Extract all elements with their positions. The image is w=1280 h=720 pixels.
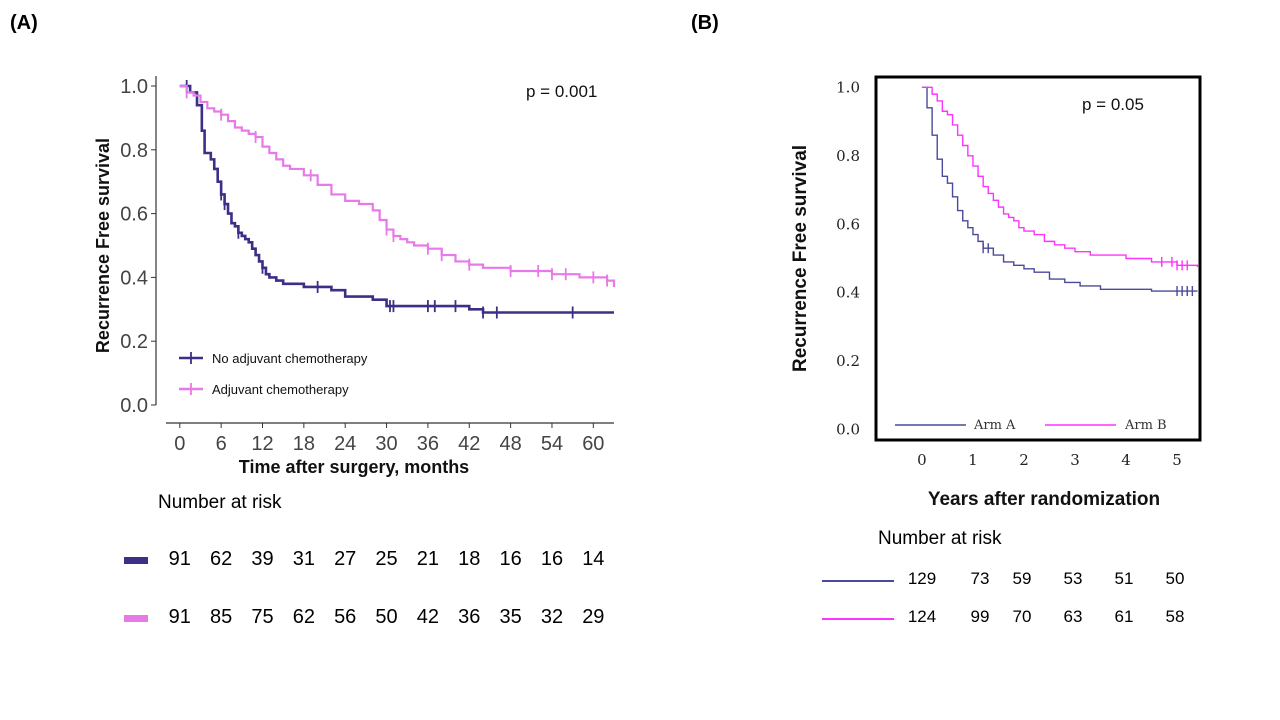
- x-tick-label: 1: [968, 451, 978, 469]
- y-tick-label: 1.0: [836, 78, 860, 96]
- adj-swatch: [124, 614, 148, 622]
- y-tick-label: 0.0: [120, 395, 148, 417]
- x-tick-label: 4: [1121, 451, 1131, 469]
- y-tick-label: 0.2: [836, 352, 860, 370]
- series-line-no-adjuvant: [179, 84, 614, 314]
- risk-value: 63: [1063, 607, 1083, 626]
- legend-label: Arm A: [973, 418, 1016, 433]
- x-axis-title: Years after randomization: [928, 489, 1160, 510]
- panel-b-risk-row-arm-b: 124 99 70 63 61 58: [822, 607, 1184, 630]
- risk-value: 50: [1165, 569, 1185, 588]
- risk-value: 53: [1063, 569, 1083, 588]
- x-tick-label: 2: [1019, 451, 1029, 469]
- legend-label: Adjuvant chemotherapy: [212, 382, 349, 397]
- x-tick-label: 48: [499, 433, 521, 455]
- x-tick-label: 60: [582, 433, 604, 455]
- x-tick-label: 54: [541, 433, 563, 455]
- risk-value: 56: [334, 606, 357, 628]
- risk-value: 21: [416, 548, 440, 570]
- x-tick-label: 36: [417, 433, 439, 455]
- x-tick-label: 24: [334, 433, 356, 455]
- plot-frame: [874, 75, 1202, 442]
- risk-value: 62: [292, 606, 315, 628]
- y-tick-label: 0.8: [120, 140, 148, 162]
- x-tick-label: 0: [917, 451, 927, 469]
- x-tick-label: 5: [1172, 451, 1182, 469]
- risk-value: 124: [907, 607, 937, 626]
- risk-value: 32: [540, 606, 564, 628]
- y-tick-label: 0.4: [120, 267, 148, 289]
- panel-b-risk-title: Number at risk: [878, 528, 1002, 549]
- x-axis-title: Time after surgery, months: [239, 457, 469, 477]
- risk-value: 58: [1165, 607, 1185, 626]
- risk-value: 25: [375, 548, 398, 570]
- risk-value: 50: [375, 606, 398, 628]
- series-line-arm-a: [921, 86, 1198, 292]
- x-tick-label: 6: [216, 433, 227, 455]
- risk-value: 16: [499, 548, 522, 570]
- legend-label: Arm B: [1124, 418, 1167, 433]
- x-tick-label: 0: [174, 433, 185, 455]
- arm-b-swatch: [822, 618, 894, 620]
- risk-value: 61: [1114, 607, 1134, 626]
- y-tick-label: 0.0: [836, 421, 860, 439]
- risk-value: 51: [1114, 569, 1134, 588]
- panel-a-risk-row-adj: 91 85 75 62 56 50 42 36 35 32 29: [124, 604, 604, 632]
- risk-value: 129: [907, 569, 937, 588]
- panel-a-risk-row-no-adj: 91 62 39 31 27 25 21 18 16 16 14: [124, 546, 604, 574]
- risk-value: 35: [499, 606, 522, 628]
- risk-value: 16: [540, 548, 564, 570]
- x-tick-label: 3: [1070, 451, 1080, 469]
- risk-value: 14: [582, 548, 605, 570]
- panel-a-risk-title: Number at risk: [158, 492, 282, 513]
- p-value: p = 0.001: [526, 82, 597, 101]
- risk-value: 29: [582, 606, 605, 628]
- risk-value: 27: [334, 548, 357, 570]
- legend-label: No adjuvant chemotherapy: [212, 351, 368, 366]
- risk-value: 91: [168, 548, 191, 570]
- y-tick-label: 0.6: [120, 204, 148, 226]
- risk-value: 31: [292, 548, 315, 570]
- risk-value: 39: [251, 548, 274, 570]
- arm-a-swatch: [822, 580, 894, 582]
- series-line-arm-b: [921, 86, 1199, 268]
- x-tick-label: 12: [251, 433, 273, 455]
- panel-b-risk-row-arm-a: 129 73 59 53 51 50: [822, 569, 1184, 592]
- risk-value: 62: [210, 548, 233, 570]
- y-tick-label: 0.2: [120, 331, 148, 353]
- risk-value: 70: [1012, 607, 1032, 626]
- risk-value: 91: [168, 606, 191, 628]
- risk-value: 73: [970, 569, 990, 588]
- y-tick-label: 0.8: [836, 147, 860, 165]
- risk-value: 75: [251, 606, 274, 628]
- panel-b-label: (B): [691, 12, 719, 34]
- no-adj-swatch: [124, 556, 148, 564]
- risk-value: 59: [1012, 569, 1032, 588]
- x-tick-label: 18: [293, 433, 315, 455]
- p-value: p = 0.05: [1082, 95, 1144, 114]
- risk-value: 36: [458, 606, 481, 628]
- y-tick-label: 0.6: [836, 215, 860, 233]
- risk-value: 42: [416, 606, 440, 628]
- y-tick-label: 0.4: [836, 284, 860, 302]
- y-axis-title: Recurrence Free survival: [93, 138, 113, 353]
- x-tick-label: 30: [375, 433, 397, 455]
- y-tick-label: 1.0: [120, 76, 148, 98]
- x-tick-label: 42: [458, 433, 480, 455]
- risk-value: 18: [458, 548, 481, 570]
- panel-a-label: (A): [10, 12, 38, 34]
- y-axis-title: Recurrence Free survival: [790, 145, 811, 372]
- risk-value: 99: [970, 607, 990, 626]
- risk-value: 85: [210, 606, 233, 628]
